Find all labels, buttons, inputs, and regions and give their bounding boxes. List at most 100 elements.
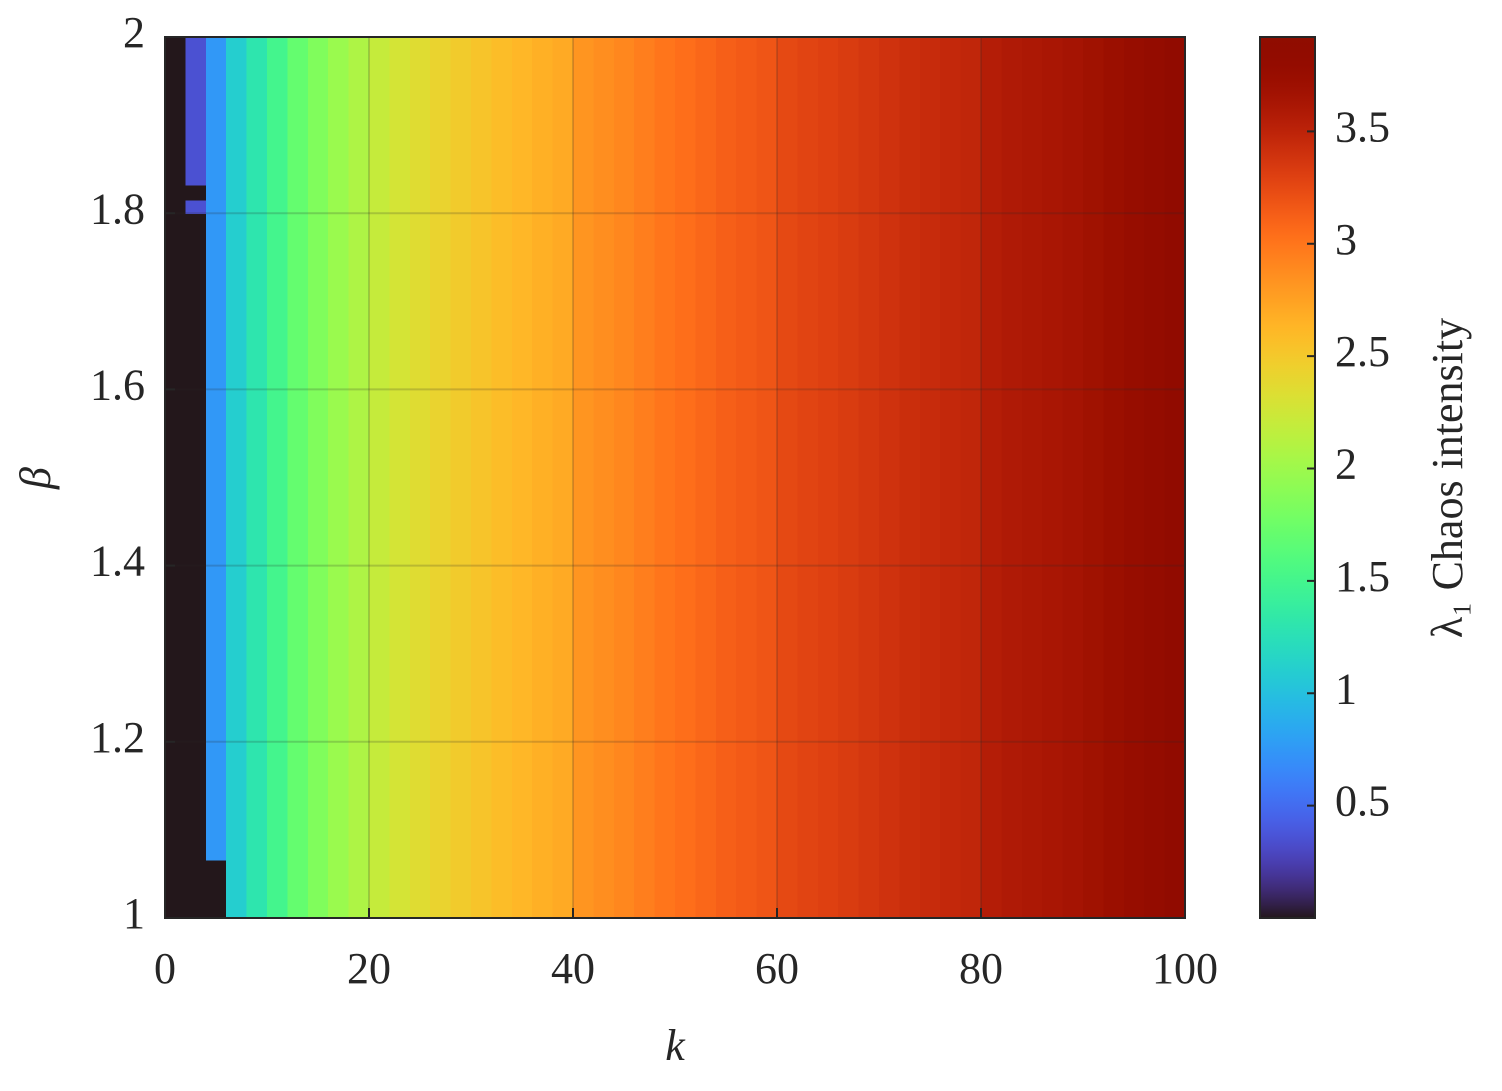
- heatmap-cell: [858, 37, 880, 186]
- heatmap-cell: [267, 37, 288, 186]
- y-tick-label: 1.8: [90, 184, 145, 233]
- heatmap-cell: [369, 185, 390, 201]
- heatmap-cell: [1042, 859, 1064, 919]
- heatmap-cell: [552, 37, 574, 186]
- heatmap-cell: [879, 199, 900, 214]
- heatmap-cell: [328, 37, 350, 186]
- heatmap-cell: [1103, 199, 1125, 214]
- heatmap-cell: [858, 213, 880, 861]
- heatmap-cell: [879, 859, 900, 919]
- colorbar-tick-label: 0.5: [1335, 777, 1390, 826]
- x-tick-label: 80: [959, 944, 1003, 993]
- heatmap-cell: [1083, 859, 1104, 919]
- heatmap-cell: [817, 213, 839, 861]
- heatmap-cell: [1103, 213, 1125, 861]
- heatmap-cell: [613, 199, 635, 214]
- heatmap-cell: [756, 37, 778, 186]
- heatmap-cell: [165, 213, 186, 861]
- heatmap-cell: [817, 185, 839, 201]
- colorbar-label: λ₁ Chaos intensity: [1423, 318, 1472, 638]
- heatmap-cell: [491, 199, 513, 214]
- heatmap-cell: [613, 213, 635, 861]
- heatmap-cell: [736, 213, 758, 861]
- heatmap-cell: [450, 185, 472, 201]
- heatmap-cell: [369, 859, 390, 919]
- heatmap-cell: [1062, 185, 1084, 201]
- heatmap-cell: [858, 185, 880, 201]
- heatmap-cell: [185, 859, 207, 919]
- heatmap-cell: [634, 37, 656, 186]
- heatmap-cell: [1083, 37, 1104, 186]
- heatmap-cell: [715, 37, 737, 186]
- heatmap-cell: [593, 213, 615, 861]
- heatmap-cell: [185, 185, 207, 201]
- heatmap-cell: [1062, 213, 1084, 861]
- heatmap-cell: [981, 199, 1002, 214]
- heatmap-cell: [409, 213, 431, 861]
- heatmap-cell: [899, 213, 921, 861]
- heatmap-cell: [1021, 859, 1043, 919]
- heatmap-cell: [491, 213, 513, 861]
- heatmap-cell: [430, 185, 452, 201]
- heatmap-cell: [287, 185, 309, 201]
- heatmap-cell: [593, 37, 615, 186]
- heatmap-cell: [634, 199, 656, 214]
- heatmap-cell: [736, 185, 758, 201]
- heatmap-cell: [267, 213, 288, 861]
- heatmap-cell: [1083, 185, 1104, 201]
- heatmap-cell: [532, 213, 554, 861]
- heatmap-cell: [1103, 185, 1125, 201]
- heatmap-cell: [858, 199, 880, 214]
- heatmap-cell: [715, 185, 737, 201]
- heatmap-cell: [695, 859, 717, 919]
- heatmap-cell: [573, 859, 594, 919]
- heatmap-cell: [675, 37, 696, 186]
- heatmap-cell: [777, 199, 798, 214]
- heatmap-cell: [1001, 185, 1023, 201]
- heatmap-cell: [1164, 37, 1186, 186]
- colorbar-tick-label: 3: [1335, 215, 1357, 264]
- heatmap-cell: [695, 37, 717, 186]
- colorbar-tick-label: 3.5: [1335, 102, 1390, 151]
- heatmap-cell: [471, 199, 492, 214]
- heatmap-cell: [511, 859, 533, 919]
- heatmap-cell: [1042, 185, 1064, 201]
- heatmap-cell: [960, 185, 982, 201]
- heatmap-cell: [777, 213, 798, 861]
- heatmap-cell: [328, 185, 350, 201]
- heatmap-cell: [511, 185, 533, 201]
- heatmap-cell: [1103, 859, 1125, 919]
- heatmap-cell: [185, 37, 207, 186]
- heatmap-cell: [756, 185, 778, 201]
- heatmap-cell: [1164, 185, 1186, 201]
- heatmap-cell: [940, 859, 962, 919]
- colorbar-tick-label: 1.5: [1335, 552, 1390, 601]
- heatmap-cell: [409, 859, 431, 919]
- heatmap-cell: [838, 185, 860, 201]
- heatmap-cell: [511, 37, 533, 186]
- heatmap-cell: [369, 37, 390, 186]
- heatmap-cell: [675, 213, 696, 861]
- heatmap-cell: [817, 37, 839, 186]
- x-tick-label: 100: [1152, 944, 1218, 993]
- colorbar-tick-label: 2: [1335, 440, 1357, 489]
- heatmap-cell: [1062, 859, 1084, 919]
- heatmap-cell: [654, 37, 676, 186]
- heatmap-cell: [471, 37, 492, 186]
- heatmap-cell: [348, 37, 370, 186]
- heatmap-cell: [695, 213, 717, 861]
- heatmap-cell: [328, 859, 350, 919]
- heatmap-cell: [940, 37, 962, 186]
- heatmap-cell: [287, 199, 309, 214]
- heatmap-cell: [532, 185, 554, 201]
- heatmap-cell: [777, 185, 798, 201]
- heatmap-cell: [287, 37, 309, 186]
- heatmap-cell: [1123, 213, 1145, 861]
- heatmap-cell: [389, 199, 411, 214]
- heatmap-cell: [919, 185, 941, 201]
- heatmap-cell: [409, 185, 431, 201]
- heatmap-cell: [1144, 859, 1166, 919]
- heatmap-cell: [838, 213, 860, 861]
- heatmap-cell: [1001, 213, 1023, 861]
- heatmap-cell: [960, 37, 982, 186]
